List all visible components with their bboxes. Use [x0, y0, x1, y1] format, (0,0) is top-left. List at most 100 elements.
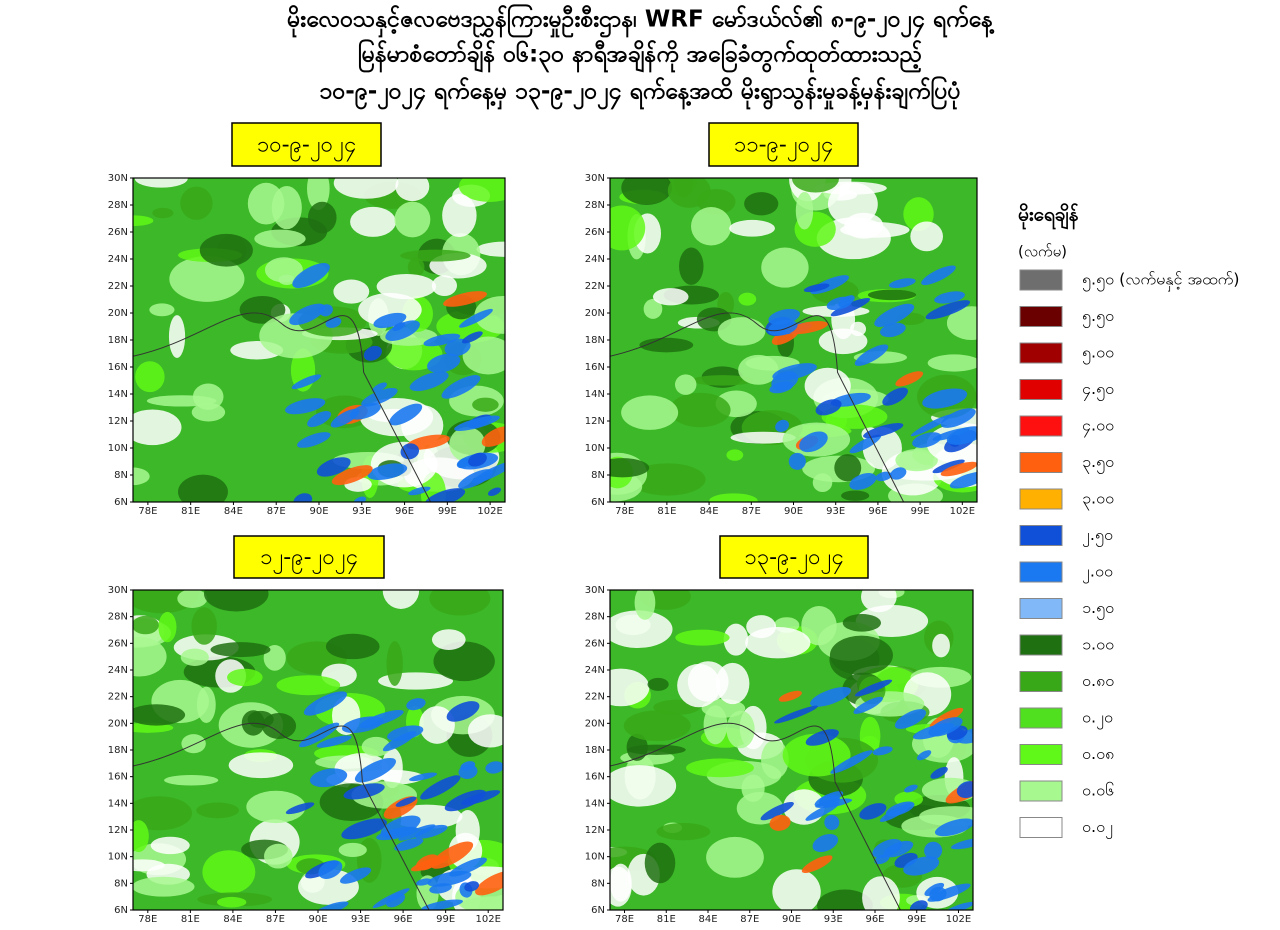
rain-area: [376, 273, 437, 300]
heavy-rain: [293, 493, 313, 502]
rain-area: [217, 896, 247, 908]
rain-area: [333, 279, 370, 304]
lon-label: 93E: [351, 914, 370, 925]
rain-area: [400, 249, 471, 262]
rain-area: [726, 710, 755, 749]
heavy-rain: [826, 296, 853, 311]
rain-map: [133, 590, 503, 910]
heavy-rain: [849, 434, 882, 454]
rain-area: [772, 869, 821, 910]
rain-area: [133, 636, 167, 677]
lat-label: 22N: [585, 281, 605, 292]
rain-area: [246, 790, 306, 824]
rain-area: [228, 752, 294, 779]
lon-label: 90E: [308, 914, 327, 925]
heavy-rain: [468, 452, 487, 467]
rain-area: [862, 876, 900, 910]
rain-area: [278, 274, 295, 285]
heavy-rain: [799, 431, 828, 453]
rain-area: [610, 668, 650, 707]
lat-label: 14N: [585, 798, 605, 809]
heavy-rain: [416, 878, 432, 886]
rain-area: [419, 706, 455, 744]
lat-label: 16N: [585, 362, 605, 373]
lat-label: 20N: [108, 308, 128, 319]
lon-label: 78E: [615, 506, 634, 517]
heavy-rain: [297, 432, 331, 448]
lon-label: 87E: [266, 914, 285, 925]
heavy-rain: [854, 344, 889, 366]
rain-area: [264, 843, 293, 869]
lat-label: 16N: [108, 772, 128, 783]
coastline: [133, 312, 432, 502]
heavy-rain: [824, 814, 840, 831]
heavy-rain: [372, 888, 410, 909]
heavy-rain: [421, 899, 464, 910]
rain-area: [150, 836, 190, 855]
heavy-rain: [849, 473, 877, 490]
heavy-rain: [376, 826, 419, 841]
rain-area: [738, 292, 757, 306]
rain-area: [264, 257, 303, 283]
coastline: [610, 722, 901, 910]
heavy-rain: [771, 371, 799, 391]
rain-area: [134, 178, 188, 188]
rain-area: [679, 247, 704, 285]
lat-label: 14N: [108, 798, 128, 809]
heavy-rain: [319, 304, 333, 317]
rain-area: [180, 186, 213, 220]
rain-area: [202, 850, 256, 894]
rain-area: [350, 206, 396, 237]
lon-label: 93E: [826, 506, 845, 517]
lon-label: 84E: [698, 914, 717, 925]
rain-area: [462, 336, 505, 375]
heavy-rain: [925, 300, 971, 320]
rain-area: [133, 467, 150, 486]
lon-label: 96E: [395, 506, 414, 517]
heavy-rain: [359, 709, 404, 729]
heavy-rain: [307, 411, 332, 428]
rain-area: [745, 627, 811, 659]
heavy-rain: [285, 802, 315, 815]
heavy-rain: [775, 419, 790, 433]
rain-area: [158, 611, 177, 643]
lat-label: 18N: [108, 745, 128, 756]
coastline: [133, 722, 430, 910]
heavy-rain: [373, 312, 407, 329]
legend-label: ၁.၀၀: [1082, 635, 1114, 654]
panel-date: ၁၁-၉-၂၀၂၄: [734, 133, 833, 162]
heavy-rain: [812, 834, 839, 853]
rain-area: [686, 758, 754, 778]
heavy-rain: [385, 320, 420, 342]
heavy-rain: [874, 303, 915, 327]
heavy-rain: [904, 784, 918, 793]
lon-label: 81E: [181, 506, 200, 517]
rain-area: [667, 178, 711, 208]
rain-area: [133, 615, 159, 635]
lat-label: 8N: [591, 878, 605, 889]
heavy-rain: [912, 723, 955, 740]
heavy-rain: [427, 353, 461, 373]
heavy-rain: [880, 322, 906, 338]
lon-label: 84E: [700, 506, 719, 517]
lat-label: 12N: [585, 825, 605, 836]
rain-area: [394, 201, 431, 238]
lat-label: 20N: [585, 308, 605, 319]
lon-label: 102E: [477, 506, 502, 517]
rain-area: [829, 635, 893, 675]
heavy-rain: [444, 789, 486, 812]
lon-label: 99E: [438, 506, 457, 517]
rain-area: [723, 623, 749, 656]
rain-area: [946, 306, 977, 340]
rain-area: [610, 458, 650, 478]
rain-area: [133, 876, 195, 897]
legend-label: ၀.၀၆: [1082, 781, 1114, 800]
rain-area: [623, 710, 691, 742]
rain-area: [745, 355, 800, 371]
lat-label: 20N: [585, 718, 605, 729]
rain-area: [133, 409, 182, 446]
rain-area: [382, 590, 420, 609]
heavy-rain: [454, 415, 500, 431]
rain-map: [133, 178, 505, 502]
